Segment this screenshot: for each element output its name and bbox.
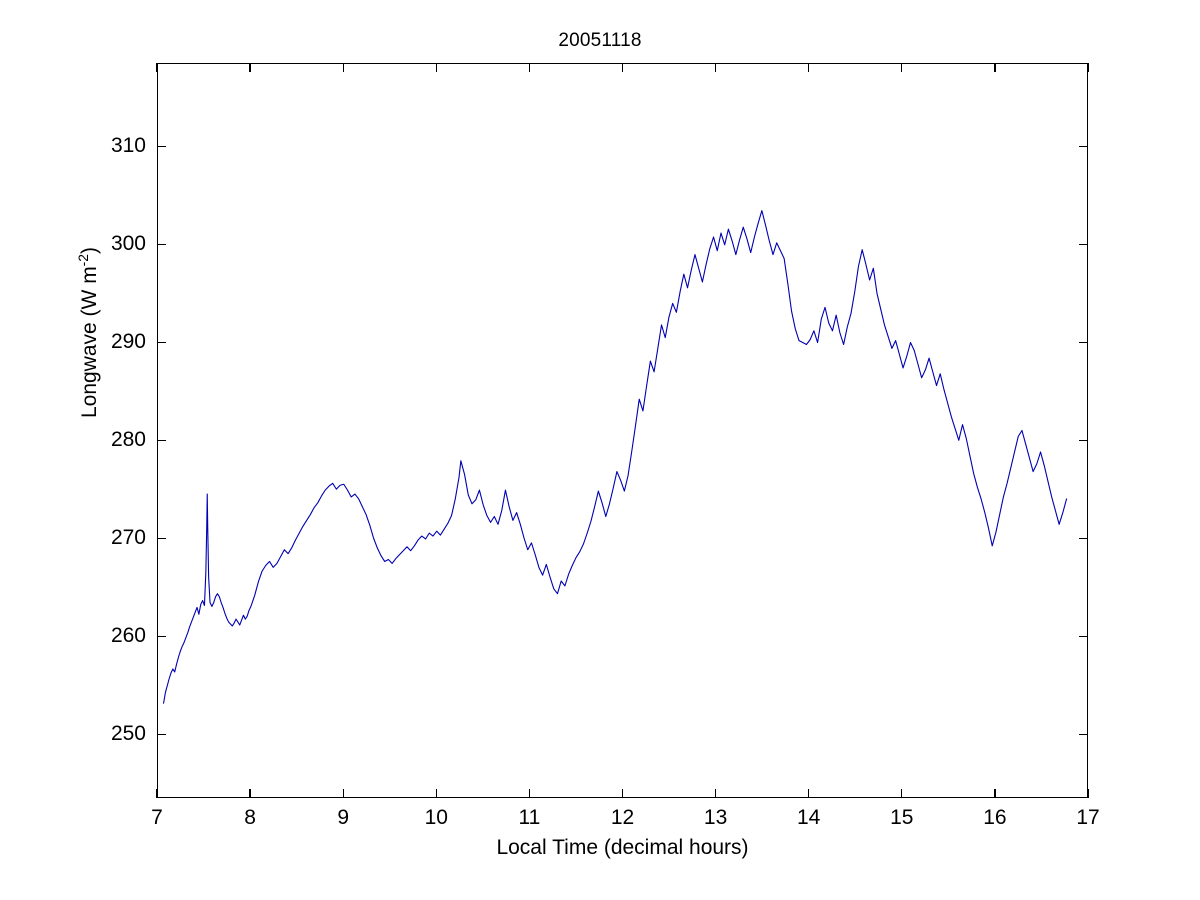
y-axis-label: Longwave (W m-2) xyxy=(75,246,101,419)
y-tick-label: 270 xyxy=(110,526,146,550)
x-tick-mark-top xyxy=(435,63,437,72)
y-tick-mark-right xyxy=(1079,243,1088,245)
x-tick-label: 17 xyxy=(1076,806,1100,829)
y-tick-label: 280 xyxy=(110,428,146,452)
x-tick-label: 13 xyxy=(703,806,728,829)
plot-axes-box xyxy=(157,63,1088,798)
x-tick-mark xyxy=(994,789,996,798)
x-tick-mark-top xyxy=(901,63,903,72)
y-tick-mark xyxy=(157,243,166,245)
x-tick-mark xyxy=(808,789,810,798)
x-tick-mark-top xyxy=(808,63,810,72)
y-tick-mark-right xyxy=(1079,439,1088,441)
y-axis-label-exponent: -2 xyxy=(75,253,91,267)
x-tick-mark-top xyxy=(342,63,344,72)
x-tick-mark xyxy=(342,789,344,798)
y-tick-label: 250 xyxy=(110,722,146,746)
x-tick-mark xyxy=(901,789,903,798)
y-tick-mark-right xyxy=(1079,537,1088,539)
x-tick-label: 15 xyxy=(890,806,914,829)
y-tick-mark xyxy=(157,439,166,441)
x-tick-mark xyxy=(435,789,437,798)
x-tick-mark-top xyxy=(1087,63,1089,72)
x-tick-mark-top xyxy=(714,63,717,72)
x-tick-mark xyxy=(1087,789,1089,798)
y-axis-label-tail: ) xyxy=(78,246,101,254)
y-tick-mark xyxy=(157,145,166,147)
y-tick-mark-right xyxy=(1079,635,1088,637)
y-tick-label: 300 xyxy=(110,232,146,256)
x-tick-mark xyxy=(528,789,531,798)
x-tick-mark-top xyxy=(528,63,531,72)
y-axis-label-base: Longwave (W m xyxy=(78,266,101,419)
y-tick-mark xyxy=(157,635,166,637)
x-tick-mark-top xyxy=(156,63,158,72)
y-axis-label-container: Longwave (W m-2) xyxy=(75,0,108,798)
longwave-line xyxy=(164,211,1067,704)
x-tick-mark-top xyxy=(994,63,996,72)
x-tick-mark xyxy=(156,789,158,798)
y-tick-mark-right xyxy=(1079,145,1088,147)
x-tick-label: 7 xyxy=(151,806,163,829)
y-tick-mark-right xyxy=(1079,341,1088,343)
y-tick-label: 310 xyxy=(110,134,146,158)
y-tick-mark xyxy=(157,341,166,343)
x-tick-mark-top xyxy=(249,63,251,72)
x-tick-mark xyxy=(621,789,624,798)
x-tick-label: 9 xyxy=(337,806,350,829)
longwave-series-plot xyxy=(158,64,1087,797)
x-tick-label: 8 xyxy=(244,806,256,829)
y-tick-mark xyxy=(157,537,166,539)
y-tick-mark-right xyxy=(1079,733,1088,735)
chart-title: 20051118 xyxy=(558,30,642,51)
y-tick-label: 290 xyxy=(110,330,146,354)
x-tick-label: 10 xyxy=(424,806,448,829)
x-tick-label: 14 xyxy=(797,806,821,829)
x-axis-label: Local Time (decimal hours) xyxy=(496,836,749,859)
y-tick-mark xyxy=(157,733,166,735)
x-tick-mark-top xyxy=(621,63,624,72)
x-tick-mark xyxy=(714,789,717,798)
y-tick-label: 260 xyxy=(110,624,146,648)
x-tick-label: 12 xyxy=(610,806,635,829)
x-tick-label: 11 xyxy=(518,806,541,829)
x-tick-mark xyxy=(249,789,251,798)
x-tick-label: 16 xyxy=(983,806,1007,829)
